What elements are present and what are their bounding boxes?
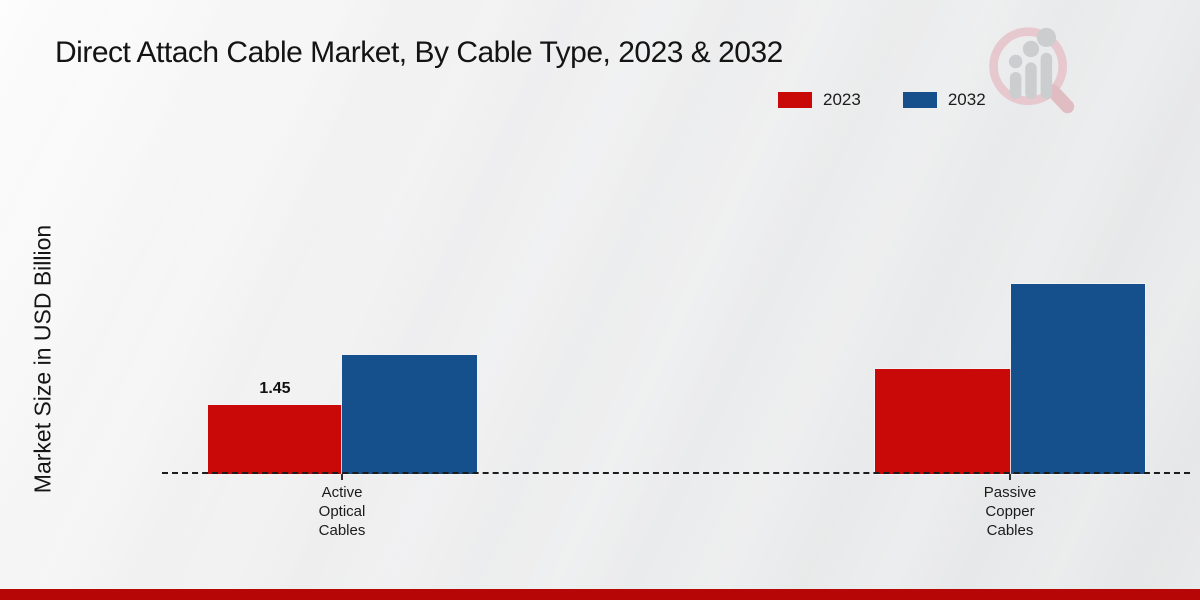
- x-axis-tick: [1009, 474, 1011, 480]
- legend-item-2023: 2023: [778, 90, 861, 110]
- legend-swatch-2032-icon: [902, 92, 937, 108]
- category-label-passive-copper-cables: Passive Copper Cables: [983, 484, 1037, 539]
- legend: 2023 2032: [778, 90, 986, 110]
- footer-accent-bar: [0, 589, 1200, 600]
- x-axis-baseline: [162, 472, 1190, 474]
- bar-2023-passive-copper-cables: [875, 369, 1011, 474]
- legend-label-2032: 2032: [947, 90, 986, 109]
- legend-item-2032: 2032: [902, 90, 986, 110]
- legend-swatch-2023-icon: [778, 92, 812, 108]
- chart-title: Direct Attach Cable Market, By Cable Typ…: [55, 36, 783, 69]
- x-axis-tick: [341, 474, 343, 480]
- legend-label-2023: 2023: [823, 90, 861, 109]
- bar-2032-passive-copper-cables: [1011, 284, 1145, 474]
- category-label-active-optical-cables: Active Optical Cables: [318, 484, 366, 539]
- bar-2023-active-optical-cables: 1.45: [208, 380, 342, 474]
- bar-2032-active-optical-cables: [342, 355, 477, 474]
- magnifier-bar-chart-logo-icon: [989, 27, 1075, 114]
- bar-value-label: 1.45: [259, 380, 291, 397]
- y-axis-label: Market Size in USD Billion: [29, 224, 56, 494]
